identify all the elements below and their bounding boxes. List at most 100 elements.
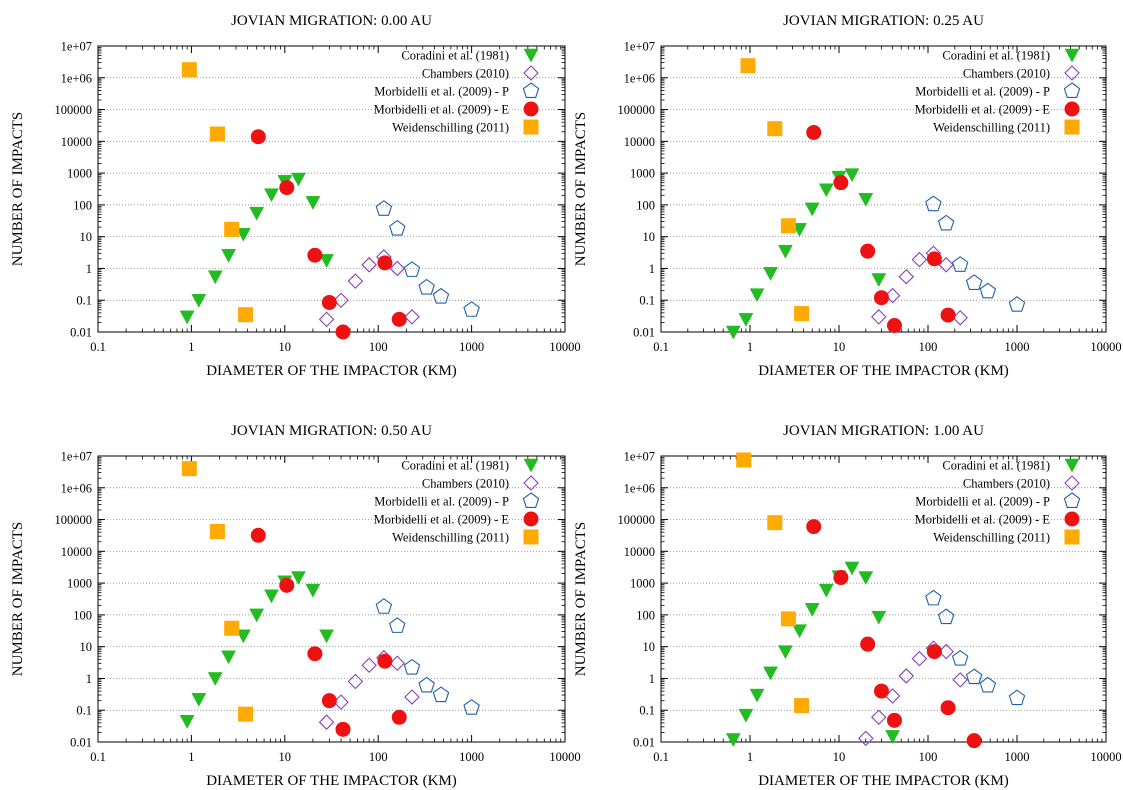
legend-label: Morbidelli et al. (2009) - E — [374, 103, 510, 117]
data-point — [389, 655, 406, 672]
data-point — [432, 686, 450, 703]
y-tick-label: 10000 — [624, 545, 655, 559]
y-tick-label: 1000 — [630, 167, 655, 181]
plot-frame — [660, 45, 1107, 333]
data-point — [844, 168, 860, 183]
y-axis-label: NUMBER OF IMPACTS — [573, 112, 589, 267]
legend-marker — [522, 492, 540, 509]
legend-label: Morbidelli et al. (2009) - P — [915, 85, 1050, 99]
y-tick-label: 1000 — [67, 167, 92, 181]
chart-title: JOVIAN MIGRATION: 0.25 AU — [783, 13, 984, 29]
y-tick-label: 0.01 — [70, 736, 92, 750]
y-tick-label: 1e+07 — [61, 40, 92, 54]
data-point — [403, 261, 421, 277]
series-coradini — [725, 561, 901, 748]
data-point — [318, 714, 335, 730]
data-point — [886, 712, 902, 728]
y-tick-label: 0.01 — [633, 326, 655, 340]
y-tick-label: 1 — [649, 262, 655, 276]
x-axis-label: DIAMETER OF THE IMPACTOR (KM) — [758, 773, 1009, 789]
y-tick-label: 1e+07 — [61, 450, 92, 464]
data-point — [335, 324, 351, 340]
legend-marker — [1064, 119, 1080, 135]
data-point — [806, 519, 822, 535]
data-point — [952, 310, 968, 326]
data-point — [179, 310, 195, 325]
series-morbidelli-e — [250, 527, 407, 737]
legend-label: Weidenschilling (2011) — [933, 531, 1050, 545]
legend-label: Coradini et al. (1981) — [401, 459, 509, 473]
data-point — [347, 273, 364, 289]
y-tick-label: 10 — [643, 640, 656, 654]
x-tick-label: 1 — [747, 750, 753, 764]
series-coradini — [725, 168, 887, 340]
data-point — [250, 129, 266, 145]
x-tick-label: 1 — [188, 340, 194, 354]
y-tick-label: 0.1 — [76, 704, 92, 718]
legend-marker — [523, 475, 539, 491]
data-point — [979, 282, 997, 299]
chart-panel-2: JOVIAN MIGRATION: 0.25 AU0.010.111010010… — [573, 13, 1122, 379]
x-tick-label: 0.1 — [90, 750, 106, 764]
data-point — [860, 636, 876, 652]
data-point — [794, 698, 810, 714]
chart-title: JOVIAN MIGRATION: 0.00 AU — [231, 13, 432, 29]
data-point — [432, 287, 450, 304]
x-tick-label: 100 — [919, 340, 938, 354]
x-axis-label: DIAMETER OF THE IMPACTOR (KM) — [206, 363, 457, 379]
data-point — [235, 629, 251, 644]
y-axis-label: NUMBER OF IMPACTS — [10, 522, 26, 677]
data-point — [321, 294, 337, 310]
data-point — [965, 668, 983, 685]
data-point — [307, 247, 323, 263]
x-tick-label: 0.1 — [90, 340, 106, 354]
data-point — [209, 126, 225, 142]
data-point — [898, 268, 915, 285]
data-point — [951, 256, 969, 272]
legend-marker — [523, 48, 539, 63]
y-tick-label: 10 — [80, 230, 93, 244]
chart-panel-1: JOVIAN MIGRATION: 0.00 AU0.010.111010010… — [10, 13, 581, 379]
data-point — [818, 183, 834, 198]
data-point — [209, 524, 225, 540]
chart-title: JOVIAN MIGRATION: 1.00 AU — [783, 423, 984, 439]
series-weidenschilling — [740, 58, 810, 322]
y-tick-label: 1e+06 — [61, 71, 92, 85]
y-tick-label: 1e+07 — [624, 450, 655, 464]
data-point — [377, 653, 393, 669]
data-point — [871, 610, 887, 625]
data-point — [926, 251, 942, 267]
data-point — [965, 274, 983, 290]
data-point — [238, 307, 254, 323]
data-point — [181, 461, 197, 477]
x-tick-label: 10000 — [1090, 750, 1121, 764]
data-point — [871, 309, 887, 325]
data-point — [925, 195, 942, 212]
legend-label: Chambers (2010) — [963, 67, 1050, 81]
data-point — [844, 561, 860, 576]
x-tick-label: 10 — [279, 750, 292, 764]
data-point — [221, 249, 236, 263]
data-point — [937, 608, 955, 625]
data-point — [937, 214, 955, 231]
data-point — [333, 292, 349, 309]
data-point — [375, 200, 393, 216]
data-point — [871, 273, 887, 287]
data-point — [763, 267, 778, 281]
data-point — [181, 62, 197, 78]
series-weidenschilling — [736, 452, 810, 714]
y-tick-label: 100000 — [55, 103, 93, 117]
y-tick-label: 1e+06 — [624, 71, 655, 85]
data-point — [403, 658, 421, 675]
legend-label: Chambers (2010) — [422, 67, 509, 81]
data-point — [940, 307, 956, 323]
data-point — [804, 202, 820, 217]
y-tick-label: 100000 — [618, 103, 656, 117]
data-point — [833, 175, 849, 191]
data-point — [207, 672, 223, 686]
legend-marker — [523, 529, 539, 545]
legend-label: Morbidelli et al. (2009) - P — [915, 495, 1050, 509]
data-point — [250, 527, 266, 543]
plot-frame — [97, 455, 566, 743]
